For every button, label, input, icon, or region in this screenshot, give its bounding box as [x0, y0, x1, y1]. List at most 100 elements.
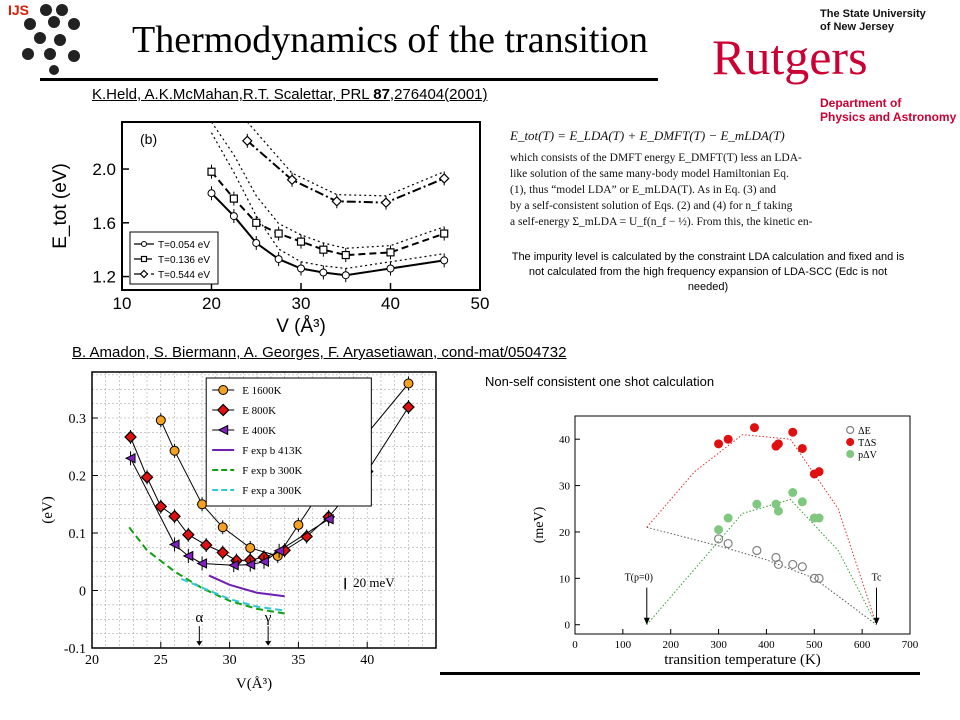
trend-line — [646, 434, 877, 625]
data-point — [244, 559, 256, 570]
x-tick-label: 300 — [710, 639, 727, 651]
reference-amadon: B. Amadon, S. Biermann, A. Georges, F. A… — [72, 344, 567, 361]
paper-line: by a self-consistent solution of Eqs. (2… — [510, 200, 793, 212]
y-tick-label: 0.3 — [69, 412, 87, 427]
paper-line: (1), thus “model LDA” or E_mLDA(T). As i… — [510, 184, 777, 196]
data-point — [274, 255, 283, 264]
x-tick-label: 600 — [854, 639, 871, 651]
legend-label: E 1600K — [242, 385, 281, 397]
data-point — [714, 439, 724, 449]
tc-arrowhead — [873, 617, 880, 625]
tc-label: Tc — [872, 573, 882, 584]
data-point — [788, 488, 798, 498]
data-point — [386, 264, 395, 273]
rutgers-dept-line1: Department of — [820, 96, 902, 110]
chart-amadon-energy: 20 25 30 35 40 -0.1 0 0.1 0.2 0.3 V(Å³) (eV) α γ 20 me… — [40, 371, 437, 692]
data-point — [723, 434, 733, 444]
data-point — [797, 562, 807, 572]
paper-line: like solution of the same many-body mode… — [510, 168, 789, 180]
data-point — [773, 506, 783, 516]
y-tick-label: 40 — [559, 434, 571, 446]
plot-frame — [574, 415, 911, 635]
data-point — [723, 513, 733, 523]
legend-label: T=0.544 eV — [158, 270, 210, 281]
data-point — [814, 467, 824, 477]
x-tick-label: 400 — [758, 639, 775, 651]
legend-label: F exp a 300K — [242, 485, 302, 497]
legend-marker — [846, 450, 855, 458]
series-3 — [208, 574, 285, 598]
data-point — [440, 256, 449, 265]
series-1 — [714, 423, 824, 479]
data-point — [258, 556, 269, 568]
x-tick-label: 25 — [154, 653, 168, 668]
y-tick-label: 0.2 — [69, 470, 87, 485]
data-point — [752, 545, 762, 556]
legend-label: F exp b 413K — [242, 445, 302, 457]
data-point — [229, 194, 238, 203]
data-point — [814, 513, 824, 523]
model-lda-line — [210, 132, 445, 270]
y-tick-label: 30 — [559, 481, 571, 493]
data-point — [773, 439, 783, 449]
tp0-arrowhead — [643, 617, 650, 625]
y-tick-label: 1.6 — [92, 214, 116, 233]
data-point — [286, 174, 298, 186]
y-tick-label: 20 — [559, 527, 571, 539]
legend-marker — [216, 403, 230, 417]
y-tick-label: 2.0 — [92, 160, 116, 179]
data-point — [140, 470, 154, 484]
series-2 — [241, 121, 450, 210]
x-tick-label: 50 — [471, 294, 490, 313]
data-point — [252, 218, 261, 227]
legend-label: F exp b 300K — [242, 465, 302, 477]
ijs-logo — [0, 0, 100, 78]
data-point — [273, 545, 285, 557]
ijs-label: IJS — [8, 2, 30, 18]
data-point — [217, 522, 228, 533]
legend-label: E 800K — [242, 405, 276, 417]
data-point — [386, 248, 395, 257]
data-point — [296, 237, 306, 246]
data-point — [788, 427, 798, 437]
rutgers-department: Department of Physics and Astronomy — [820, 96, 956, 124]
rutgers-subtitle-line1: The State University — [820, 8, 926, 20]
trend-line — [646, 526, 877, 626]
panel-label: (b) — [140, 131, 157, 147]
data-point — [403, 378, 414, 389]
paper-excerpt: E_tot(T) = E_LDA(T) + E_DMFT(T) − E_mLDA… — [510, 128, 890, 230]
series-line — [208, 574, 285, 598]
data-point — [124, 452, 136, 464]
data-point — [228, 559, 239, 571]
rutgers-subtitle-line2: of New Jersey — [820, 21, 894, 33]
legend-label: E 400K — [242, 425, 276, 437]
series-0 — [713, 534, 824, 583]
y-axis-label: (eV) — [40, 496, 56, 523]
x-tick-label: 10 — [113, 294, 132, 313]
data-point — [319, 245, 328, 254]
data-point — [440, 229, 449, 238]
data-point — [196, 558, 208, 569]
trend-line — [646, 498, 877, 626]
paper-equation: E_tot(T) = E_LDA(T) + E_DMFT(T) − E_mLDA… — [510, 128, 785, 143]
data-point — [181, 528, 195, 542]
legend-label: pΔV — [858, 450, 877, 461]
data-point — [124, 430, 137, 444]
data-point — [168, 509, 181, 523]
chart-transition-temperature: 0 100 200 300 400 500 600 700 0 10 20 30 40 transitio… — [532, 415, 919, 668]
data-point — [341, 271, 350, 280]
x-tick-label: 100 — [615, 639, 632, 651]
y-tick-label: 0.1 — [69, 527, 87, 542]
data-point — [297, 264, 305, 273]
x-tick-label: 35 — [291, 653, 305, 668]
x-tick-label: 200 — [662, 639, 679, 651]
model-lda-line — [246, 121, 445, 197]
page-title: Thermodynamics of the transition — [132, 19, 649, 61]
legend-marker — [846, 438, 855, 446]
bottom-divider — [440, 672, 920, 675]
title-underline — [40, 78, 658, 81]
data-point — [323, 513, 334, 525]
data-point — [752, 499, 762, 509]
data-point — [713, 534, 724, 544]
data-point — [293, 519, 304, 530]
